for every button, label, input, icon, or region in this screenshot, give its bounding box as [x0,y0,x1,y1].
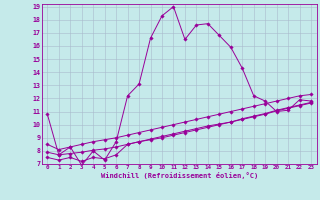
X-axis label: Windchill (Refroidissement éolien,°C): Windchill (Refroidissement éolien,°C) [100,172,258,179]
